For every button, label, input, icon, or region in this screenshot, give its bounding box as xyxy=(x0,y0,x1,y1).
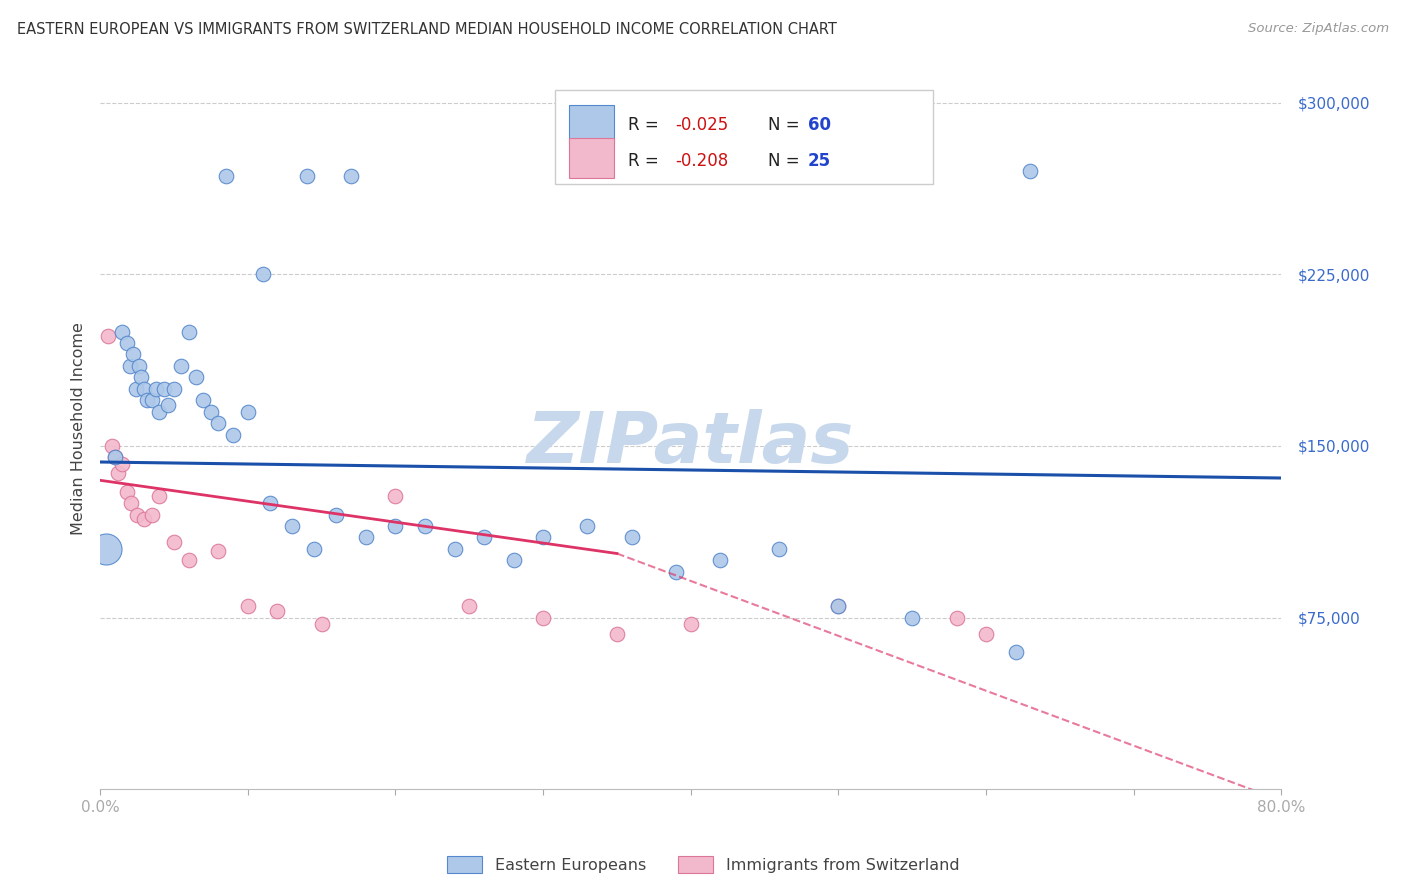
Point xyxy=(945,610,967,624)
Point xyxy=(665,565,688,579)
Point xyxy=(827,599,849,614)
Text: N =: N = xyxy=(768,116,804,134)
Point xyxy=(115,484,138,499)
Point xyxy=(193,393,215,408)
Point xyxy=(115,336,138,351)
Point xyxy=(131,370,153,384)
Point xyxy=(266,604,288,618)
Point xyxy=(101,439,124,453)
Point xyxy=(170,359,193,373)
Point xyxy=(472,531,495,545)
Point xyxy=(531,531,554,545)
Point xyxy=(304,541,326,556)
Point xyxy=(236,599,259,614)
Y-axis label: Median Household Income: Median Household Income xyxy=(72,322,86,535)
Legend: Eastern Europeans, Immigrants from Switzerland: Eastern Europeans, Immigrants from Switz… xyxy=(440,849,966,880)
Text: R =: R = xyxy=(628,152,664,169)
Point xyxy=(111,458,134,472)
Point xyxy=(107,467,129,481)
Point xyxy=(125,508,148,522)
Text: 25: 25 xyxy=(807,152,831,169)
Point xyxy=(118,359,141,373)
Point xyxy=(768,541,790,556)
Point xyxy=(222,427,245,442)
Point xyxy=(502,553,524,567)
Point xyxy=(148,489,170,503)
Point xyxy=(207,544,229,558)
Point xyxy=(443,541,465,556)
Point xyxy=(121,347,143,361)
Point xyxy=(531,610,554,624)
Point xyxy=(128,359,150,373)
Text: -0.208: -0.208 xyxy=(675,152,728,169)
Point xyxy=(340,169,363,183)
Point xyxy=(136,393,159,408)
Point xyxy=(177,325,200,339)
Point xyxy=(679,617,702,632)
Text: 60: 60 xyxy=(807,116,831,134)
Point xyxy=(177,553,200,567)
Text: ZIPatlas: ZIPatlas xyxy=(527,409,855,478)
Point xyxy=(325,508,347,522)
Point xyxy=(148,405,170,419)
Point xyxy=(184,370,207,384)
Point xyxy=(141,393,163,408)
Point xyxy=(384,519,406,533)
Point xyxy=(134,382,156,396)
Point xyxy=(576,519,599,533)
Text: R =: R = xyxy=(628,116,664,134)
Point xyxy=(384,489,406,503)
Point xyxy=(311,617,333,632)
FancyBboxPatch shape xyxy=(555,90,934,184)
Point xyxy=(200,405,222,419)
Point xyxy=(214,169,236,183)
Point xyxy=(152,382,174,396)
Point xyxy=(354,531,377,545)
Point xyxy=(120,496,142,510)
Point xyxy=(104,450,127,465)
Point xyxy=(96,329,118,343)
Point xyxy=(901,610,924,624)
Point xyxy=(709,553,731,567)
Point xyxy=(163,382,186,396)
Point xyxy=(134,512,156,526)
Point xyxy=(606,626,628,640)
Point xyxy=(259,496,281,510)
Point xyxy=(141,508,163,522)
Point xyxy=(157,398,180,412)
Point xyxy=(111,325,134,339)
Point xyxy=(236,405,259,419)
Point xyxy=(413,519,436,533)
Point xyxy=(974,626,997,640)
Point xyxy=(207,416,229,430)
Text: -0.025: -0.025 xyxy=(675,116,728,134)
Point xyxy=(163,535,186,549)
Point xyxy=(295,169,318,183)
Point xyxy=(104,450,127,465)
Point xyxy=(281,519,304,533)
Point xyxy=(124,382,146,396)
Bar xyxy=(569,138,614,178)
Point xyxy=(94,541,117,556)
Point xyxy=(620,531,643,545)
Bar xyxy=(569,104,614,145)
Text: EASTERN EUROPEAN VS IMMIGRANTS FROM SWITZERLAND MEDIAN HOUSEHOLD INCOME CORRELAT: EASTERN EUROPEAN VS IMMIGRANTS FROM SWIT… xyxy=(17,22,837,37)
Point xyxy=(1004,645,1026,659)
Text: Source: ZipAtlas.com: Source: ZipAtlas.com xyxy=(1249,22,1389,36)
Point xyxy=(145,382,167,396)
Point xyxy=(827,599,849,614)
Point xyxy=(1019,164,1042,178)
Text: N =: N = xyxy=(768,152,804,169)
Point xyxy=(252,268,274,282)
Point xyxy=(458,599,481,614)
